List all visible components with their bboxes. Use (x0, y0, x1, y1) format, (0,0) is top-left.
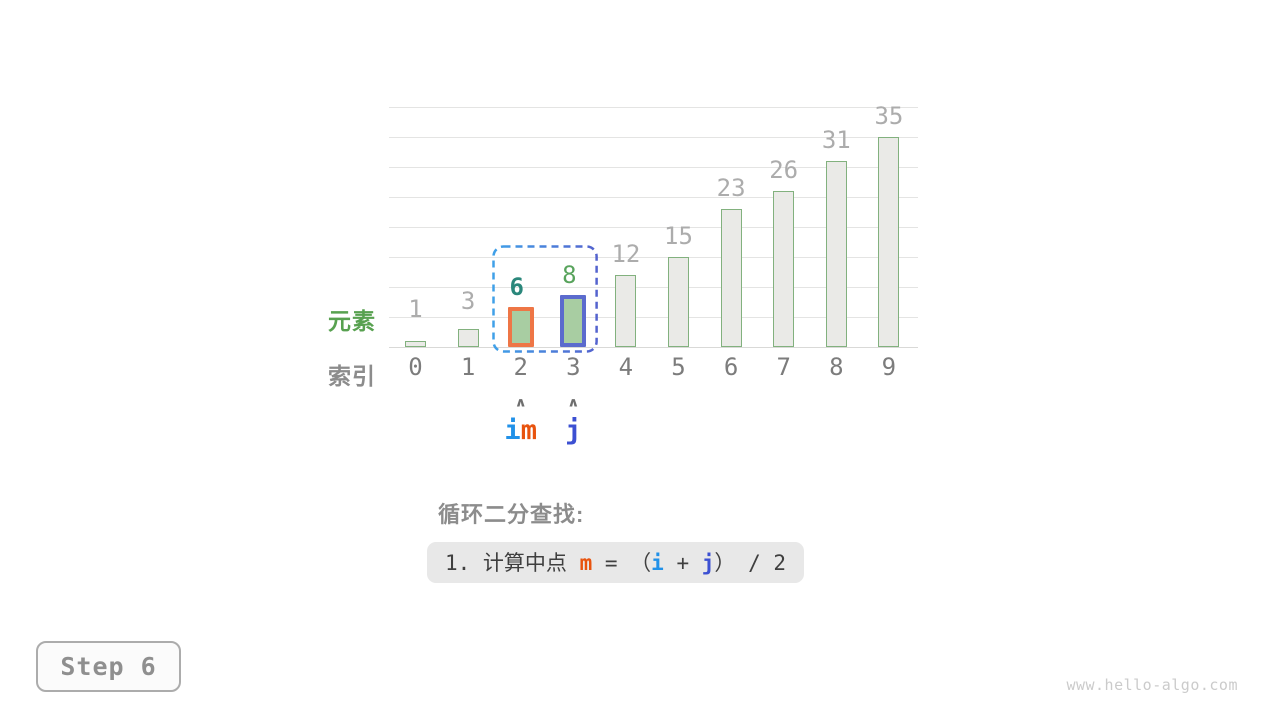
gridline (389, 227, 918, 228)
x-axis-line (389, 347, 918, 348)
gridline (389, 137, 918, 138)
formula-segment: 1. 计算中点 (445, 550, 580, 575)
index-label: 0 (408, 353, 423, 381)
bar (560, 295, 587, 347)
formula-text: 1. 计算中点 m = （i + j） / 2 (445, 551, 786, 575)
index-label: 2 (513, 353, 528, 381)
bar (878, 137, 900, 347)
bar (773, 191, 795, 347)
bar (507, 307, 534, 347)
index-label: 8 (829, 353, 844, 381)
bar-value-label: 1 (408, 295, 423, 323)
step-badge: Step 6 (36, 641, 181, 692)
formula-segment: + (663, 550, 702, 575)
pointer-label: im (504, 417, 537, 444)
bar-value-label: 23 (716, 174, 746, 202)
formula-segment: ） / 2 (714, 550, 786, 575)
gridline (389, 197, 918, 198)
pointer-arrow-icon: ∧ (567, 394, 580, 410)
index-label: 1 (460, 353, 476, 381)
element-row-label: 元素 (328, 308, 376, 334)
bar-value-label: 26 (769, 156, 799, 184)
index-label: 3 (566, 353, 581, 381)
bar-value-label: 3 (460, 287, 476, 315)
pointer-letter: m (520, 415, 537, 446)
bar-value-label: 35 (874, 102, 904, 130)
watermark: www.hello-algo.com (1066, 676, 1238, 694)
formula-segment: m (579, 550, 593, 575)
bar-value-label: 12 (611, 240, 641, 268)
pointer-letter: i (504, 415, 521, 446)
bar (405, 341, 426, 347)
gridline (389, 167, 918, 168)
bar-value-label: 8 (562, 261, 577, 289)
caption-heading: 循环二分查找: (438, 502, 585, 527)
index-label: 9 (881, 353, 897, 381)
gridline (389, 287, 918, 288)
bar (825, 161, 847, 347)
gridline (389, 107, 918, 108)
formula-segment: j (701, 550, 715, 575)
bar (615, 275, 637, 347)
gridline (389, 257, 918, 258)
index-label: 7 (776, 353, 791, 381)
bar (668, 257, 689, 347)
index-label: 5 (671, 353, 686, 381)
pointer-arrow-icon: ∧ (514, 394, 527, 410)
bar (720, 209, 742, 347)
formula-segment: i (651, 550, 664, 575)
index-label: 4 (618, 353, 634, 381)
formula-segment: = (592, 550, 631, 575)
index-row-label: 索引 (328, 363, 376, 389)
bar (457, 329, 479, 347)
pointer-label: j (565, 417, 581, 444)
formula-box: 1. 计算中点 m = （i + j） / 2 (427, 542, 804, 583)
bar-value-label: 31 (821, 126, 851, 154)
index-label: 6 (723, 353, 739, 381)
formula-segment: （ (630, 550, 652, 575)
bar-value-label: 15 (664, 222, 693, 250)
pointer-letter: j (565, 415, 582, 446)
bar-value-label: 6 (509, 273, 524, 301)
gridline (389, 317, 918, 318)
